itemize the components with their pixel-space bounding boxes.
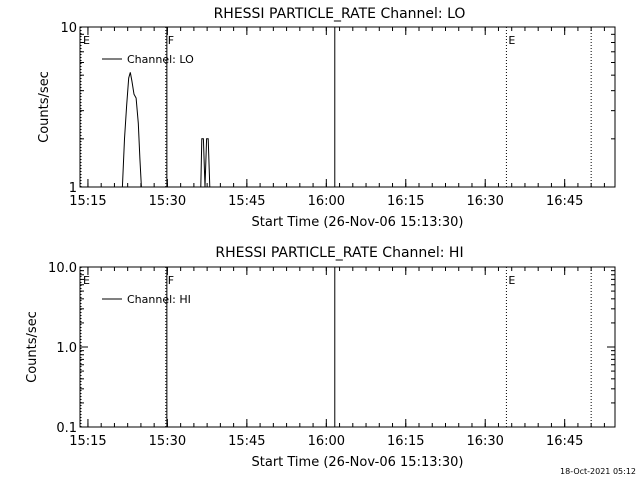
y-tick-label: 10 — [60, 21, 77, 36]
x-tick-label: 15:15 — [69, 434, 106, 449]
y-tick-label: 1.0 — [56, 341, 77, 356]
marker-label: F — [168, 274, 174, 287]
marker-label: E — [83, 34, 90, 47]
plot-frame — [79, 26, 616, 188]
x-tick-label: 15:30 — [149, 434, 186, 449]
chart-title: RHESSI PARTICLE_RATE Channel: LO — [214, 6, 466, 22]
legend-label: Channel: HI — [127, 293, 191, 306]
x-tick-label: 15:30 — [149, 194, 186, 209]
x-tick-label: 16:15 — [387, 434, 424, 449]
y-tick-label: 0.1 — [56, 421, 77, 436]
marker-label: E — [83, 274, 90, 287]
marker-label: E — [508, 274, 515, 287]
x-tick-label: 15:45 — [228, 194, 265, 209]
chart-panel-lo: RHESSI PARTICLE_RATE Channel: LO 15:15 15:… — [37, 6, 616, 230]
x-tick-label: 16:15 — [387, 194, 424, 209]
marker-label: E — [508, 34, 515, 47]
y-axis-label: Counts/sec — [37, 71, 52, 143]
plot-frame — [79, 266, 616, 428]
y-axis-label: Counts/sec — [25, 311, 40, 383]
legend-label: Channel: LO — [127, 53, 194, 66]
chart-panel-hi: RHESSI PARTICLE_RATE Channel: HI 15:15 15:… — [25, 245, 616, 470]
x-tick-label: 16:30 — [466, 434, 503, 449]
y-tick-label: 1 — [69, 181, 77, 196]
x-axis-label: Start Time (26-Nov-06 15:13:30) — [252, 215, 464, 230]
marker-label: F — [168, 34, 174, 47]
x-tick-label: 15:15 — [69, 194, 106, 209]
x-tick-label: 15:45 — [228, 434, 265, 449]
x-tick-label: 16:00 — [308, 434, 345, 449]
y-tick-label: 10.0 — [48, 261, 77, 276]
footer-timestamp: 18-Oct-2021 05:12 — [560, 467, 636, 476]
x-tick-label: 16:45 — [546, 194, 583, 209]
series-line — [120, 72, 211, 188]
x-tick-label: 16:30 — [466, 194, 503, 209]
x-tick-label: 16:00 — [308, 194, 345, 209]
chart-title: RHESSI PARTICLE_RATE Channel: HI — [215, 245, 463, 261]
x-axis-label: Start Time (26-Nov-06 15:13:30) — [252, 455, 464, 470]
x-tick-label: 16:45 — [546, 434, 583, 449]
